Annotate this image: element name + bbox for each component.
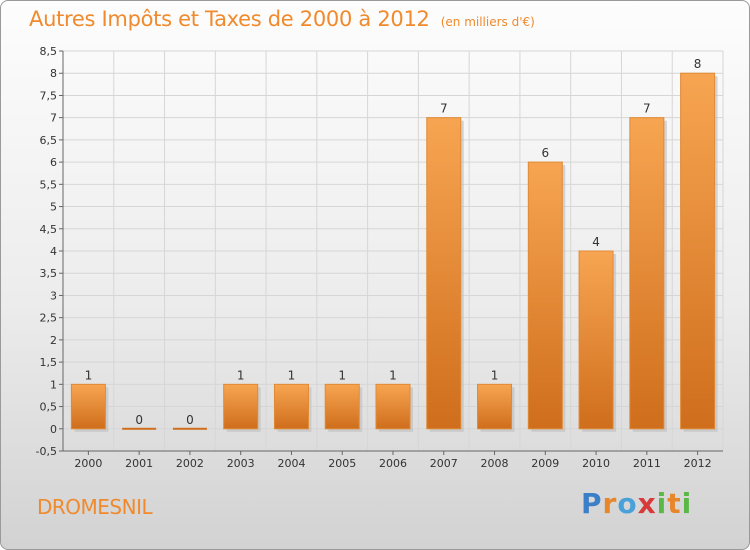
brand-letter: r bbox=[602, 487, 618, 520]
y-tick-label: 6,5 bbox=[40, 134, 58, 147]
x-tick-label: 2006 bbox=[379, 457, 407, 470]
y-tick-label: 4 bbox=[50, 245, 57, 258]
y-tick-label: 7 bbox=[50, 112, 57, 125]
y-tick-label: 6 bbox=[50, 156, 57, 169]
y-tick-label: 1,5 bbox=[40, 356, 58, 369]
y-tick-label: 8 bbox=[50, 67, 57, 80]
x-tick-label: 2009 bbox=[531, 457, 559, 470]
x-tick-label: 2003 bbox=[227, 457, 255, 470]
x-tick-label: 2008 bbox=[481, 457, 509, 470]
brand-logo: Proxiti bbox=[581, 487, 692, 520]
data-label: 1 bbox=[85, 368, 93, 382]
brand-letter: i bbox=[656, 487, 668, 520]
bar bbox=[223, 383, 259, 430]
y-tick-label: -0,5 bbox=[36, 445, 57, 458]
y-tick-label: 5 bbox=[50, 201, 57, 214]
chart-subtitle: (en milliers d'€) bbox=[440, 15, 535, 29]
y-tick-label: 3 bbox=[50, 289, 57, 302]
bar bbox=[629, 117, 665, 430]
y-tick-label: 0 bbox=[50, 423, 57, 436]
data-label: 1 bbox=[288, 368, 296, 382]
y-tick-label: 1 bbox=[50, 378, 57, 391]
data-label: 1 bbox=[491, 368, 499, 382]
x-tick-label: 2001 bbox=[125, 457, 153, 470]
bar bbox=[680, 72, 716, 430]
bars bbox=[70, 72, 718, 432]
bar bbox=[527, 161, 563, 430]
x-tick-label: 2000 bbox=[74, 457, 102, 470]
brand-letter: o bbox=[617, 487, 638, 520]
y-tick-label: 8,5 bbox=[40, 45, 58, 58]
data-label: 1 bbox=[237, 368, 245, 382]
bar bbox=[273, 383, 309, 430]
data-label: 1 bbox=[389, 368, 397, 382]
x-tick-label: 2012 bbox=[684, 457, 712, 470]
data-label: 8 bbox=[694, 57, 702, 71]
x-tick-label: 2011 bbox=[633, 457, 661, 470]
bar bbox=[172, 427, 207, 430]
brand-letter: P bbox=[581, 487, 603, 520]
data-label: 4 bbox=[592, 235, 600, 249]
x-tick-label: 2002 bbox=[176, 457, 204, 470]
brand-letter: i bbox=[681, 487, 693, 520]
bar bbox=[70, 383, 106, 430]
y-tick-label: 2,5 bbox=[40, 312, 58, 325]
x-tick-label: 2010 bbox=[582, 457, 610, 470]
brand-letter: t bbox=[667, 487, 682, 520]
x-tick-label: 2007 bbox=[430, 457, 458, 470]
commune-name: DROMESNIL bbox=[37, 495, 153, 519]
x-tick-label: 2004 bbox=[277, 457, 305, 470]
data-label: 7 bbox=[643, 102, 651, 116]
chart-title: Autres Impôts et Taxes de 2000 à 2012 bbox=[29, 7, 430, 31]
data-label: 7 bbox=[440, 102, 448, 116]
y-tick-label: 5,5 bbox=[40, 178, 58, 191]
bar bbox=[426, 117, 462, 430]
y-tick-label: 0,5 bbox=[40, 401, 58, 414]
y-tick-label: 3,5 bbox=[40, 267, 58, 280]
data-label: 1 bbox=[338, 368, 346, 382]
data-label: 0 bbox=[186, 413, 194, 427]
data-labels: 1 0 0 1 1 1 1 7 1 6 4 7 8 bbox=[85, 57, 702, 427]
bar bbox=[122, 427, 157, 430]
axes: -0,5 0 0,5 1 1,5 2 2,5 3 3,5 4 4,5 5 5,5 6 6,5 7 7,5 8 8,5… bbox=[36, 45, 723, 470]
brand-letter: x bbox=[637, 487, 657, 520]
bar bbox=[375, 383, 411, 430]
y-tick-label: 4,5 bbox=[40, 223, 58, 236]
data-label: 6 bbox=[541, 146, 549, 160]
bar bbox=[578, 250, 614, 430]
title-block: Autres Impôts et Taxes de 2000 à 2012 (e… bbox=[29, 7, 535, 31]
data-label: 0 bbox=[135, 413, 143, 427]
bar bbox=[324, 383, 360, 430]
x-tick-label: 2005 bbox=[328, 457, 356, 470]
bar bbox=[477, 383, 513, 430]
y-tick-label: 2 bbox=[50, 334, 57, 347]
y-tick-label: 7,5 bbox=[40, 89, 58, 102]
